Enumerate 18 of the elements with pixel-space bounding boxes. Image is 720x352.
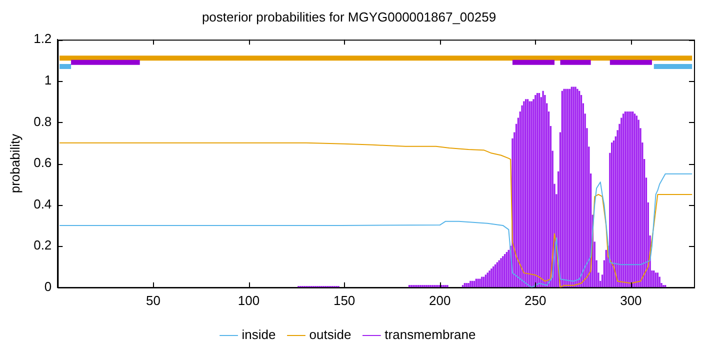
legend-label: outside: [309, 327, 352, 342]
y-tick-label: 0.8: [34, 114, 52, 129]
x-tick-label: 100: [238, 292, 260, 308]
x-tick-label: 300: [620, 292, 642, 308]
y-tick-label: 1.2: [34, 31, 52, 46]
y-tick-label: 1: [44, 72, 52, 88]
x-tick-label: 150: [333, 292, 356, 308]
y-axis-title: probability: [7, 133, 22, 194]
x-tick-label: 200: [429, 292, 451, 308]
y-tick-label: 0.4: [34, 196, 52, 212]
y-tick-label: 0.6: [34, 155, 52, 170]
chart-title: posterior probabilities for MGYG000001867_00259: [202, 9, 496, 24]
x-tick-label: 50: [146, 292, 160, 308]
legend-label: inside: [242, 327, 276, 342]
y-tick-label: 0.2: [34, 238, 52, 253]
legend-label: transmembrane: [384, 327, 476, 342]
y-tick-label: 0: [44, 278, 52, 294]
x-tick-label: 250: [524, 292, 546, 308]
